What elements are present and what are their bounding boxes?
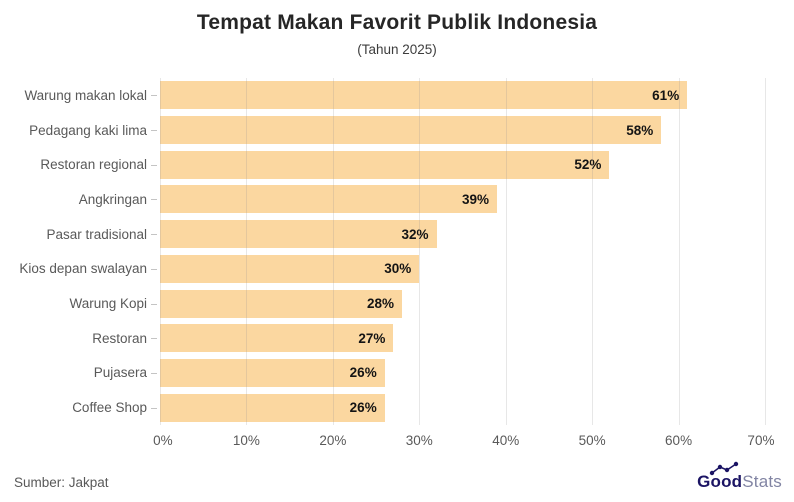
y-tick-mark xyxy=(151,199,157,201)
logo-text-light: Stats xyxy=(742,472,782,491)
chart-title: Tempat Makan Favorit Publik Indonesia xyxy=(196,11,598,34)
category-label: Warung Kopi xyxy=(10,286,160,321)
y-tick-mark xyxy=(151,130,157,132)
bar: 26% xyxy=(160,358,385,387)
bar-value-label: 30% xyxy=(384,261,412,277)
chart-row: 28% xyxy=(160,286,765,321)
y-tick-mark xyxy=(151,338,157,340)
bar-value-label: 26% xyxy=(349,365,377,381)
category-label: Kios depan swalayan xyxy=(10,252,160,287)
bar-chart: Warung makan lokal Pedagang kaki lima Rest… xyxy=(10,78,774,452)
category-label-text: Coffee Shop xyxy=(72,400,147,416)
category-label-text: Pujasera xyxy=(93,365,147,381)
chart-row: 27% xyxy=(160,321,765,356)
bar: 61% xyxy=(160,81,688,110)
x-tick-label: 50% xyxy=(578,433,606,448)
bar-value-label: 26% xyxy=(349,400,377,416)
chart-row: 26% xyxy=(160,390,765,425)
bar: 30% xyxy=(160,254,420,283)
category-label: Pasar tradisional xyxy=(10,217,160,252)
category-label: Coffee Shop xyxy=(10,390,160,425)
chart-row: 58% xyxy=(160,113,765,148)
logo-text: GoodStats xyxy=(697,472,782,491)
chart-row: 61% xyxy=(160,78,765,113)
category-label-text: Kios depan swalayan xyxy=(19,261,147,277)
category-label-text: Pedagang kaki lima xyxy=(29,122,147,138)
y-tick-mark xyxy=(151,303,157,305)
x-tick-label: 40% xyxy=(492,433,520,448)
category-label: Warung makan lokal xyxy=(10,78,160,113)
bar: 32% xyxy=(160,220,437,249)
category-label-text: Restoran xyxy=(92,330,147,346)
bar: 58% xyxy=(160,116,662,145)
bar-value-label: 39% xyxy=(462,191,490,207)
category-label: Pedagang kaki lima xyxy=(10,113,160,148)
bar-value-label: 27% xyxy=(358,330,386,346)
x-axis: 0% 10% 20% 30% 40% 50% 60% 70% xyxy=(153,430,774,452)
chart-row: 30% xyxy=(160,252,765,287)
category-label-text: Angkringan xyxy=(78,191,147,207)
chart-header: Tempat Makan Favorit Publik Indonesia (T… xyxy=(0,0,794,57)
logo-text-bold: Good xyxy=(697,472,743,491)
chart-row: 26% xyxy=(160,356,765,391)
x-tick-label: 60% xyxy=(665,433,693,448)
chart-row: 32% xyxy=(160,217,765,252)
source-note: Sumber: Jakpat xyxy=(14,475,109,490)
x-tick-label: 70% xyxy=(747,433,775,448)
y-tick-mark xyxy=(151,372,157,374)
category-labels: Warung makan lokal Pedagang kaki lima Rest… xyxy=(10,78,160,425)
bar: 28% xyxy=(160,289,402,318)
category-label-text: Pasar tradisional xyxy=(46,226,147,242)
bar-value-label: 61% xyxy=(652,87,680,103)
y-tick-mark xyxy=(151,234,157,236)
bar-value-label: 32% xyxy=(401,226,429,242)
plot-area: 61% 58% 52% 39% 32% 30% 28% 27% 26% 26% 0% 10% 20% 3… xyxy=(153,78,774,452)
bar-value-label: 58% xyxy=(626,122,654,138)
category-label: Restoran regional xyxy=(10,147,160,182)
category-label-text: Warung makan lokal xyxy=(24,87,147,103)
x-tick-label: 30% xyxy=(405,433,433,448)
chart-row: 52% xyxy=(160,147,765,182)
x-tick-label: 0% xyxy=(153,433,173,448)
x-tick-label: 10% xyxy=(232,433,260,448)
chart-row: 39% xyxy=(160,182,765,217)
chart-subtitle: (Tahun 2025) xyxy=(357,42,437,57)
category-label-text: Warung Kopi xyxy=(69,296,147,312)
bar: 52% xyxy=(160,150,610,179)
bar: 27% xyxy=(160,324,394,353)
bar: 26% xyxy=(160,393,385,422)
y-tick-mark xyxy=(151,268,157,270)
category-label: Restoran xyxy=(10,321,160,356)
y-tick-mark xyxy=(151,407,157,409)
bars-container: 61% 58% 52% 39% 32% 30% 28% 27% 26% 26% xyxy=(160,78,765,425)
y-tick-mark xyxy=(151,95,157,97)
bar-value-label: 28% xyxy=(366,296,394,312)
goodstats-logo: GoodStats xyxy=(697,461,782,494)
bar-value-label: 52% xyxy=(574,157,602,173)
gridline xyxy=(765,78,766,425)
trend-line-icon xyxy=(709,461,739,476)
category-label: Pujasera xyxy=(10,356,160,391)
category-label-text: Restoran regional xyxy=(40,157,147,173)
category-label: Angkringan xyxy=(10,182,160,217)
x-tick-label: 20% xyxy=(319,433,347,448)
y-tick-mark xyxy=(151,164,157,166)
bar: 39% xyxy=(160,185,498,214)
